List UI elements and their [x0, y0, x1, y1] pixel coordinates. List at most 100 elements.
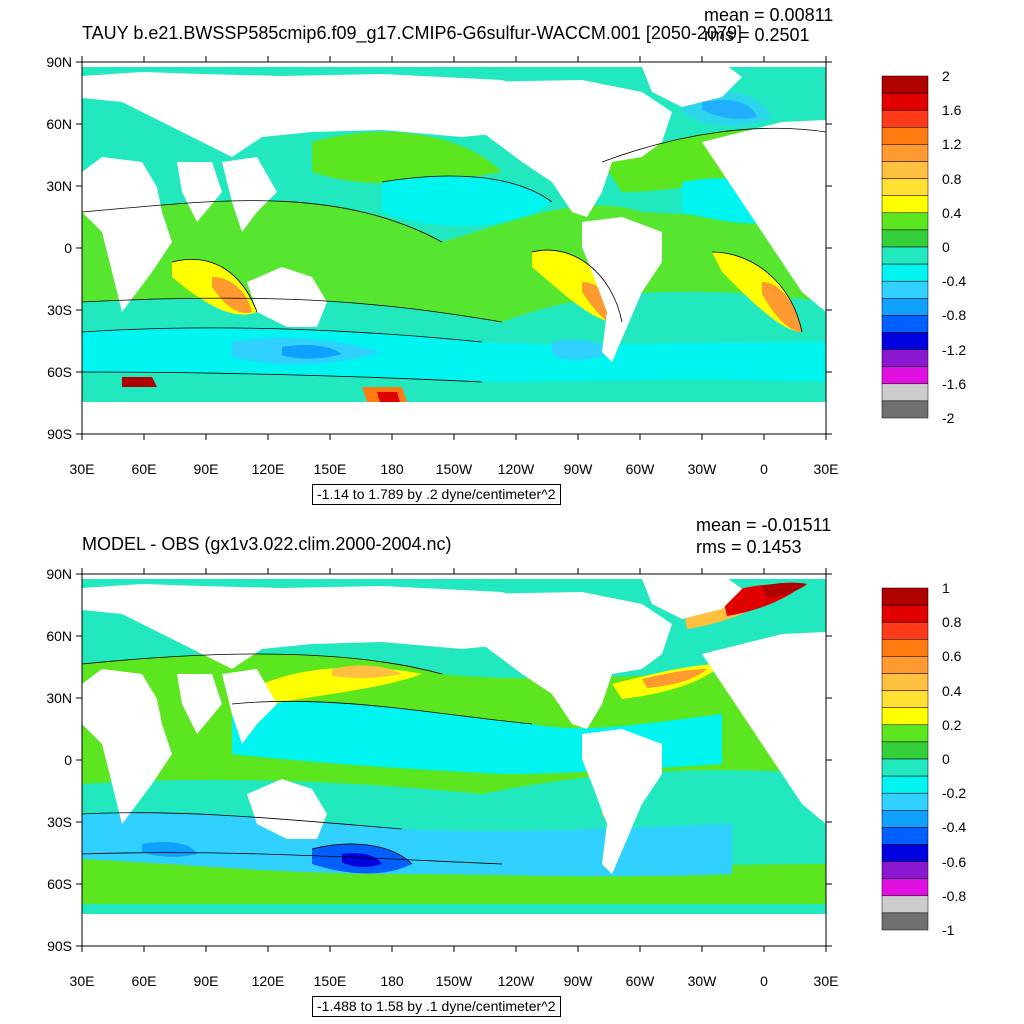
colorbar-label: 1.6 — [942, 102, 962, 119]
colorbar-label: -1 — [942, 922, 955, 938]
colorbar-label: 0.6 — [942, 648, 962, 665]
lon-tick-label: 0 — [760, 461, 768, 477]
lon-tick-label: 150E — [313, 973, 347, 989]
colorbar-segment — [881, 656, 929, 674]
lat-tick-label: 60N — [46, 116, 72, 132]
colorbar-segment — [881, 621, 929, 640]
axis-ticks — [76, 56, 832, 952]
colorbar-segment — [881, 639, 929, 657]
lon-tick-label: 60E — [131, 461, 157, 477]
colorbar-segment — [881, 349, 929, 367]
panel-2-map — [81, 573, 827, 947]
colorbar-segment — [881, 792, 929, 811]
lat-tick-label: 90S — [47, 938, 72, 954]
colorbar-segment — [881, 895, 929, 914]
lat-tick-label: 0 — [64, 752, 72, 768]
colorbar-segment — [881, 400, 929, 419]
colorbar-label: 0 — [942, 751, 950, 767]
colorbar-label: 2 — [942, 68, 950, 84]
colorbar-label: 0.8 — [942, 614, 962, 631]
colorbar-label: 1.2 — [942, 136, 962, 153]
lon-tick-label: 180 — [380, 461, 404, 477]
colorbar-label: 0.2 — [942, 716, 962, 733]
panel-2-caption: -1.488 to 1.58 by .1 dyne/centimeter^2 — [312, 996, 561, 1018]
colorbar-label: -0.4 — [942, 819, 967, 836]
colorbar-segment — [881, 366, 929, 385]
colorbar-segment — [881, 724, 929, 743]
colorbar-label: -0.8 — [942, 887, 967, 904]
panel-2-mean: mean = -0.01511 — [696, 515, 832, 535]
colorbar-label: 0.4 — [942, 682, 962, 699]
colorbar-segment — [881, 332, 929, 350]
colorbar-label: -0.6 — [942, 853, 967, 870]
lat-tick-label: 60N — [46, 628, 72, 644]
lon-tick-label: 30W — [687, 461, 717, 477]
lon-tick-label: 120W — [497, 461, 535, 477]
colorbar-segment — [881, 861, 929, 879]
colorbar-segment — [881, 673, 929, 691]
colorbar-segment — [881, 383, 929, 402]
lon-tick-label: 120E — [251, 973, 285, 989]
colorbar-segment — [881, 75, 929, 94]
lat-tick-label: 0 — [64, 240, 72, 256]
colorbar-label: 0.8 — [942, 170, 962, 187]
lon-tick-label: 150E — [313, 461, 347, 477]
lat-tick-label: 30N — [46, 690, 72, 706]
panel-2-title: MODEL - OBS (gx1v3.022.clim.2000-2004.nc… — [82, 534, 452, 554]
lon-tick-label: 60E — [131, 973, 157, 989]
lat-tick-label: 90S — [47, 426, 72, 442]
colorbar-segment — [881, 280, 929, 299]
lat-tick-label: 30S — [47, 302, 72, 318]
colorbar-segment — [881, 775, 929, 794]
colorbar-segment — [881, 212, 929, 231]
lon-tick-label: 150W — [435, 461, 473, 477]
colorbar-label: -1.2 — [942, 341, 967, 358]
colorbar-label: 1 — [942, 580, 950, 596]
colorbar-segment — [881, 707, 929, 726]
lat-tick-label: 60S — [47, 876, 72, 892]
colorbar-segment — [881, 690, 929, 708]
colorbar-segment — [881, 827, 929, 845]
colorbar-label: 0.4 — [942, 204, 962, 221]
colorbar-segment — [881, 315, 929, 333]
colorbar-segment — [881, 298, 929, 316]
colorbar-segment — [881, 195, 929, 214]
panel-1-map — [81, 61, 827, 435]
lat-tick-label: 90N — [46, 566, 72, 582]
panel-1-mean: mean = 0.00811 — [704, 5, 834, 25]
panel-1-caption: -1.14 to 1.789 by .2 dyne/centimeter^2 — [312, 484, 561, 506]
colorbar-segment — [881, 741, 929, 760]
colorbar-segment — [881, 178, 929, 196]
lat-tick-label: 60S — [47, 364, 72, 380]
colorbar-segment — [881, 912, 929, 931]
lon-tick-label: 90W — [563, 973, 593, 989]
lon-tick-label: 30E — [813, 973, 839, 989]
colorbar-segment — [881, 878, 929, 897]
colorbar-segment — [881, 92, 929, 111]
lat-tick-label: 30N — [46, 178, 72, 194]
panel-1-title: TAUY b.e21.BWSSP585cmip6.f09_g17.CMIP6-G… — [82, 23, 742, 43]
colorbar-segment — [881, 144, 929, 162]
lon-tick-label: 90E — [193, 973, 219, 989]
lon-tick-label: 90E — [193, 461, 219, 477]
lon-tick-label: 30E — [69, 973, 95, 989]
panel-1-rms: rms = 0.2501 — [704, 25, 810, 45]
panel-2-rms: rms = 0.1453 — [696, 537, 802, 557]
colorbar-label: -1.6 — [942, 375, 967, 392]
colorbar-label: -0.2 — [942, 785, 967, 802]
colorbar-segment — [881, 604, 929, 623]
lon-tick-label: 60W — [625, 973, 655, 989]
lat-tick-label: 90N — [46, 54, 72, 70]
colorbar-segment — [881, 109, 929, 128]
lon-tick-label: 30E — [69, 461, 95, 477]
lon-tick-label: 30E — [813, 461, 839, 477]
colorbar-segment — [881, 587, 929, 606]
colorbar-label: -0.8 — [942, 307, 967, 324]
lon-tick-label: 60W — [625, 461, 655, 477]
lon-tick-label: 180 — [380, 973, 404, 989]
colorbar-segment — [881, 810, 929, 828]
colorbar-label: -0.4 — [942, 273, 967, 290]
colorbar-segment — [881, 246, 929, 265]
lon-tick-label: 90W — [563, 461, 593, 477]
